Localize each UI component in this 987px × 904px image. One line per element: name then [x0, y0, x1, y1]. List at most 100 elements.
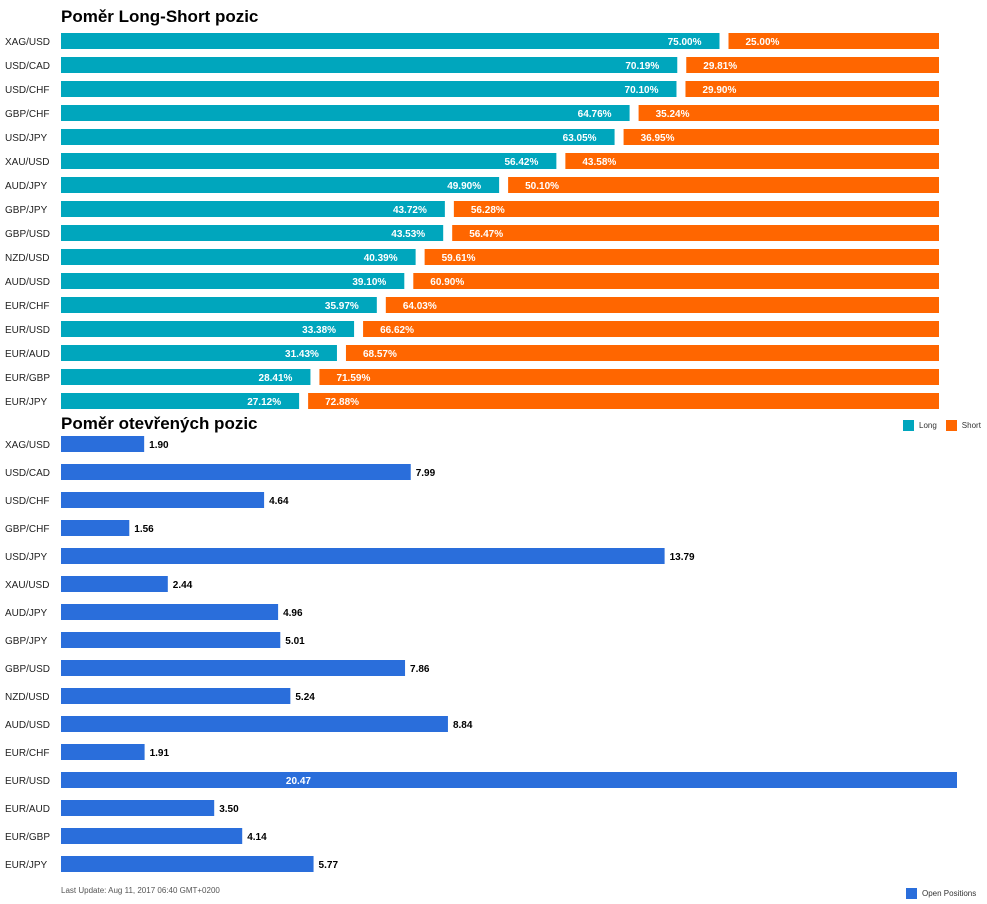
- long-value-label-usd-chf: 70.10%: [625, 85, 659, 96]
- open-positions-bar-gbp-chf: [61, 520, 130, 536]
- short-bar-usd-chf: [685, 81, 939, 97]
- category-label-gbp-jpy: GBP/JPY: [5, 205, 48, 216]
- category-label-gbp-jpy: GBP/JPY: [5, 636, 48, 647]
- open-positions-value-label-usd-cad: 7.99: [416, 468, 436, 479]
- long-value-label-usd-cad: 70.19%: [625, 61, 659, 72]
- long-bar-usd-cad: [61, 57, 678, 73]
- long-short-chart: XAG/USD 75.00% 25.00% USD/CAD 70.19% 29.81% US…: [5, 33, 940, 409]
- last-update-text: Last Update: Aug 11, 2017 06:40 GMT+0200: [61, 886, 220, 895]
- open-positions-value-label-aud-usd: 8.84: [453, 720, 473, 731]
- short-value-label-gbp-chf: 35.24%: [656, 109, 690, 120]
- long-value-label-eur-chf: 35.97%: [325, 301, 359, 312]
- long-bar-aud-jpy: [61, 177, 500, 193]
- long-value-label-eur-gbp: 28.41%: [259, 373, 293, 384]
- open-positions-value-label-gbp-usd: 7.86: [410, 664, 430, 675]
- category-label-usd-chf: USD/CHF: [5, 496, 49, 507]
- open-positions-value-label-gbp-chf: 1.56: [134, 524, 154, 535]
- short-bar-usd-jpy: [623, 129, 939, 145]
- category-label-nzd-usd: NZD/USD: [5, 253, 49, 264]
- open-positions-value-label-usd-jpy: 13.79: [670, 552, 695, 563]
- short-value-label-xau-usd: 43.58%: [582, 157, 616, 168]
- open-positions-bar-aud-jpy: [61, 604, 279, 620]
- short-bar-eur-gbp: [319, 369, 939, 385]
- short-bar-gbp-jpy: [453, 201, 939, 217]
- long-bar-eur-chf: [61, 297, 377, 313]
- open-positions-value-label-aud-jpy: 4.96: [283, 608, 303, 619]
- short-bar-gbp-usd: [452, 225, 939, 241]
- category-label-aud-jpy: AUD/JPY: [5, 608, 48, 619]
- chart-title-long-short: Poměr Long-Short pozic: [61, 7, 259, 26]
- category-label-eur-jpy: EUR/JPY: [5, 397, 48, 408]
- long-bar-gbp-jpy: [61, 201, 445, 217]
- category-label-gbp-usd: GBP/USD: [5, 664, 50, 675]
- open-positions-bar-eur-gbp: [61, 828, 243, 844]
- long-value-label-gbp-usd: 43.53%: [391, 229, 425, 240]
- open-positions-value-label-nzd-usd: 5.24: [295, 692, 315, 703]
- long-short-legend: Long Short: [903, 420, 981, 431]
- long-value-label-nzd-usd: 40.39%: [364, 253, 398, 264]
- category-label-xag-usd: XAG/USD: [5, 37, 50, 48]
- long-bar-nzd-usd: [61, 249, 416, 265]
- category-label-eur-gbp: EUR/GBP: [5, 373, 50, 384]
- short-value-label-gbp-jpy: 56.28%: [471, 205, 505, 216]
- legend-label-long: Long: [919, 421, 937, 430]
- long-value-label-eur-usd: 33.38%: [302, 325, 336, 336]
- category-label-eur-chf: EUR/CHF: [5, 748, 49, 759]
- category-label-aud-jpy: AUD/JPY: [5, 181, 48, 192]
- long-value-label-eur-aud: 31.43%: [285, 349, 319, 360]
- long-bar-aud-usd: [61, 273, 405, 289]
- short-bar-xau-usd: [565, 153, 939, 169]
- short-bar-eur-aud: [345, 345, 939, 361]
- open-positions-value-label-usd-chf: 4.64: [269, 496, 289, 507]
- category-label-usd-cad: USD/CAD: [5, 468, 50, 479]
- open-positions-bar-eur-aud: [61, 800, 215, 816]
- legend-swatch-short: [945, 420, 957, 431]
- short-value-label-xag-usd: 25.00%: [746, 37, 780, 48]
- short-bar-nzd-usd: [424, 249, 939, 265]
- long-bar-usd-chf: [61, 81, 677, 97]
- short-value-label-usd-jpy: 36.95%: [641, 133, 675, 144]
- category-label-eur-aud: EUR/AUD: [5, 804, 50, 815]
- short-value-label-usd-cad: 29.81%: [703, 61, 737, 72]
- category-label-aud-usd: AUD/USD: [5, 720, 50, 731]
- open-positions-bar-eur-usd: [61, 772, 957, 788]
- long-bar-eur-usd: [61, 321, 355, 337]
- long-value-label-aud-jpy: 49.90%: [447, 181, 481, 192]
- long-value-label-usd-jpy: 63.05%: [563, 133, 597, 144]
- category-label-usd-cad: USD/CAD: [5, 61, 50, 72]
- category-label-aud-usd: AUD/USD: [5, 277, 50, 288]
- open-positions-value-label-eur-jpy: 5.77: [319, 860, 339, 871]
- legend-label-open-positions: Open Positions: [922, 889, 977, 898]
- short-bar-aud-usd: [413, 273, 940, 289]
- short-value-label-eur-chf: 64.03%: [403, 301, 437, 312]
- open-positions-bar-xau-usd: [61, 576, 168, 592]
- long-value-label-aud-usd: 39.10%: [352, 277, 386, 288]
- category-label-gbp-usd: GBP/USD: [5, 229, 50, 240]
- long-value-label-xag-usd: 75.00%: [668, 37, 702, 48]
- open-positions-bar-usd-cad: [61, 464, 411, 480]
- short-value-label-eur-jpy: 72.88%: [325, 397, 359, 408]
- long-value-label-eur-jpy: 27.12%: [247, 397, 281, 408]
- short-value-label-eur-gbp: 71.59%: [336, 373, 370, 384]
- short-value-label-aud-jpy: 50.10%: [525, 181, 559, 192]
- category-label-usd-jpy: USD/JPY: [5, 552, 48, 563]
- open-positions-value-label-eur-gbp: 4.14: [247, 832, 267, 843]
- category-label-nzd-usd: NZD/USD: [5, 692, 49, 703]
- category-label-eur-jpy: EUR/JPY: [5, 860, 48, 871]
- legend-swatch-open-positions: [906, 888, 917, 899]
- open-positions-bar-xag-usd: [61, 436, 145, 452]
- open-positions-bar-gbp-jpy: [61, 632, 281, 648]
- short-bar-xag-usd: [728, 33, 939, 49]
- long-value-label-xau-usd: 56.42%: [504, 157, 538, 168]
- open-positions-value-label-gbp-jpy: 5.01: [285, 636, 305, 647]
- legend-label-short: Short: [961, 421, 981, 430]
- category-label-eur-aud: EUR/AUD: [5, 349, 50, 360]
- category-label-eur-chf: EUR/CHF: [5, 301, 49, 312]
- category-label-eur-usd: EUR/USD: [5, 325, 50, 336]
- open-positions-bar-usd-jpy: [61, 548, 665, 564]
- long-bar-eur-gbp: [61, 369, 311, 385]
- long-bar-gbp-usd: [61, 225, 444, 241]
- category-label-eur-gbp: EUR/GBP: [5, 832, 50, 843]
- open-positions-bar-aud-usd: [61, 716, 448, 732]
